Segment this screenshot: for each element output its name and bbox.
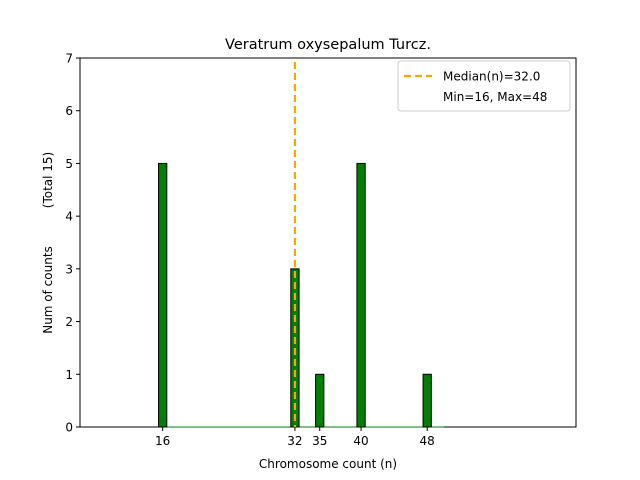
y-tick-label-6: 6: [65, 104, 73, 118]
y-tick-label-1: 1: [65, 368, 73, 382]
y-tick-label-3: 3: [65, 262, 73, 276]
x-tick-label-16: 16: [155, 434, 170, 448]
bar-40: [356, 162, 366, 428]
legend-range-label: Min=16, Max=48: [443, 90, 547, 104]
y-axis-total-label: (Total 15): [41, 152, 55, 208]
legend-box: [397, 60, 571, 112]
x-tick-label-32: 32: [287, 434, 302, 448]
y-axis-ticks: 0 1 2 3 4 5 6 7: [65, 52, 80, 435]
legend: Median(n)=32.0 Min=16, Max=48: [397, 60, 571, 112]
chart-title: Veratrum oxysepalum Turcz.: [225, 37, 431, 53]
bar-16: [158, 162, 168, 428]
x-axis-label: Chromosome count (n): [259, 457, 397, 471]
legend-median-label: Median(n)=32.0: [443, 70, 540, 84]
plot-area: [79, 57, 577, 428]
x-axis-ticks: 16 32 35 40 48: [155, 427, 435, 448]
y-tick-label-4: 4: [65, 210, 73, 224]
y-tick-label-2: 2: [65, 315, 73, 329]
y-tick-label-5: 5: [65, 157, 73, 171]
y-tick-label-0: 0: [65, 421, 73, 435]
y-axis-label: Num of counts: [41, 246, 55, 334]
y-tick-label-7: 7: [65, 52, 73, 66]
bar-48: [422, 373, 432, 428]
bar-35: [315, 373, 325, 428]
x-tick-label-48: 48: [420, 434, 435, 448]
x-tick-label-40: 40: [353, 434, 368, 448]
x-tick-label-35: 35: [312, 434, 327, 448]
